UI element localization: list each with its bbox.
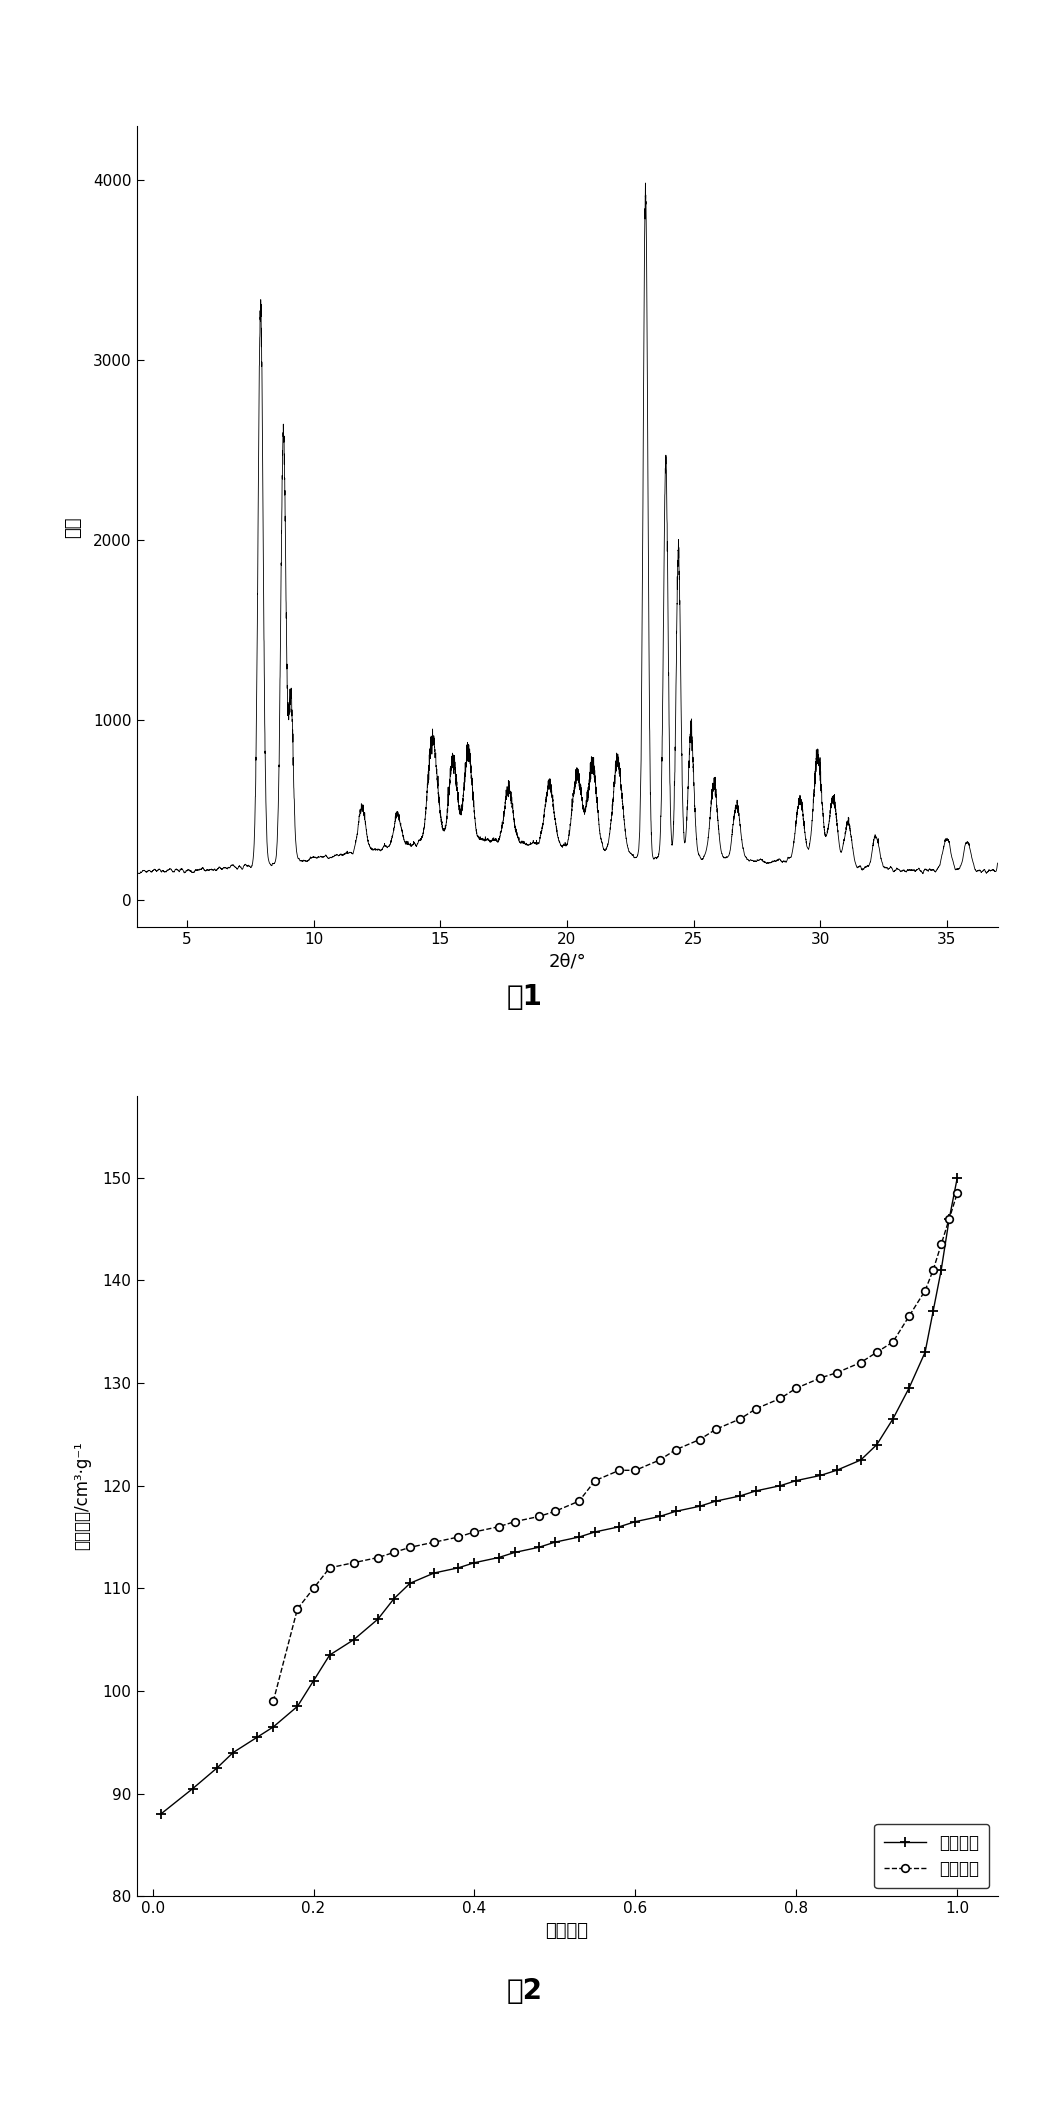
吸附曲线 xyxy=(951,1165,964,1190)
Line: 脱附曲线: 脱附曲线 xyxy=(270,1188,961,1705)
吸附曲线 xyxy=(774,1473,786,1498)
脱附曲线 xyxy=(453,1523,465,1549)
Legend: 吸附曲线, 脱附曲线: 吸附曲线, 脱附曲线 xyxy=(875,1825,989,1888)
脱附曲线 xyxy=(348,1551,360,1576)
脱附曲线 xyxy=(532,1504,545,1530)
吸附曲线 xyxy=(404,1570,417,1595)
吸附曲线 xyxy=(372,1606,384,1631)
吸附曲线 xyxy=(855,1448,867,1473)
吸附曲线 xyxy=(919,1340,931,1365)
脱附曲线 xyxy=(774,1386,786,1412)
脱附曲线 xyxy=(943,1205,956,1230)
吸附曲线 xyxy=(653,1504,666,1530)
吸附曲线 xyxy=(453,1555,465,1580)
吸附曲线 xyxy=(549,1530,562,1555)
脱附曲线 xyxy=(750,1397,762,1422)
脱附曲线 xyxy=(903,1304,916,1330)
脱附曲线 xyxy=(549,1498,562,1523)
脱附曲线 xyxy=(589,1469,602,1494)
吸附曲线 xyxy=(154,1801,167,1827)
吸附曲线 xyxy=(831,1458,843,1483)
脱附曲线 xyxy=(919,1279,931,1304)
脱附曲线 xyxy=(870,1340,883,1365)
吸附曲线 xyxy=(532,1534,545,1559)
脱附曲线 xyxy=(814,1365,826,1391)
吸附曲线 xyxy=(348,1627,360,1652)
脱附曲线 xyxy=(934,1233,947,1258)
吸附曲线 xyxy=(927,1298,940,1323)
脱附曲线 xyxy=(693,1426,706,1452)
脱附曲线 xyxy=(710,1416,722,1441)
脱附曲线 xyxy=(387,1540,400,1566)
吸附曲线 xyxy=(492,1544,505,1570)
吸附曲线 xyxy=(750,1479,762,1504)
Y-axis label: 强度: 强度 xyxy=(64,516,82,537)
吸附曲线 xyxy=(211,1755,224,1780)
吸附曲线 xyxy=(814,1462,826,1488)
脱附曲线 xyxy=(613,1458,626,1483)
X-axis label: 2θ/°: 2θ/° xyxy=(548,952,586,971)
吸附曲线 xyxy=(934,1258,947,1283)
吸附曲线 xyxy=(251,1724,264,1749)
吸附曲线 xyxy=(669,1498,681,1523)
脱附曲线 xyxy=(790,1376,802,1401)
吸附曲线 xyxy=(943,1205,956,1230)
吸附曲线 xyxy=(468,1551,481,1576)
吸附曲线 xyxy=(428,1561,441,1587)
Text: 图1: 图1 xyxy=(507,982,543,1011)
脱附曲线 xyxy=(669,1437,681,1462)
脱附曲线 xyxy=(734,1405,747,1431)
脱附曲线 xyxy=(468,1519,481,1544)
吸附曲线 xyxy=(629,1509,642,1534)
脱附曲线 xyxy=(855,1351,867,1376)
脱附曲线 xyxy=(927,1258,940,1283)
吸附曲线 xyxy=(589,1519,602,1544)
吸附曲线 xyxy=(790,1469,802,1494)
脱附曲线 xyxy=(572,1488,585,1513)
脱附曲线 xyxy=(831,1361,843,1386)
吸附曲线 xyxy=(613,1515,626,1540)
脱附曲线 xyxy=(886,1330,899,1355)
脱附曲线 xyxy=(508,1509,521,1534)
X-axis label: 相对压力: 相对压力 xyxy=(546,1922,588,1941)
吸附曲线 xyxy=(508,1540,521,1566)
吸附曲线 xyxy=(308,1669,320,1694)
吸附曲线 xyxy=(903,1376,916,1401)
脱附曲线 xyxy=(428,1530,441,1555)
脱附曲线 xyxy=(291,1597,303,1622)
吸附曲线 xyxy=(323,1643,336,1669)
脱附曲线 xyxy=(372,1544,384,1570)
脱附曲线 xyxy=(492,1515,505,1540)
吸附曲线 xyxy=(693,1494,706,1519)
Line: 吸附曲线: 吸附曲线 xyxy=(155,1174,962,1818)
吸附曲线 xyxy=(387,1587,400,1612)
吸附曲线 xyxy=(227,1740,239,1766)
Text: 图2: 图2 xyxy=(507,1976,543,2006)
脱附曲线 xyxy=(629,1458,642,1483)
吸附曲线 xyxy=(572,1523,585,1549)
吸附曲线 xyxy=(870,1433,883,1458)
吸附曲线 xyxy=(886,1405,899,1431)
脱附曲线 xyxy=(267,1688,279,1713)
吸附曲线 xyxy=(291,1694,303,1719)
吸附曲线 xyxy=(734,1483,747,1509)
脱附曲线 xyxy=(308,1576,320,1601)
脱附曲线 xyxy=(404,1534,417,1559)
吸附曲线 xyxy=(710,1488,722,1513)
Y-axis label: 吸附容量/cm³·g⁻¹: 吸附容量/cm³·g⁻¹ xyxy=(74,1441,91,1551)
脱附曲线 xyxy=(323,1555,336,1580)
吸附曲线 xyxy=(187,1776,200,1801)
脱附曲线 xyxy=(951,1180,964,1205)
脱附曲线 xyxy=(653,1448,666,1473)
吸附曲线 xyxy=(267,1715,279,1740)
